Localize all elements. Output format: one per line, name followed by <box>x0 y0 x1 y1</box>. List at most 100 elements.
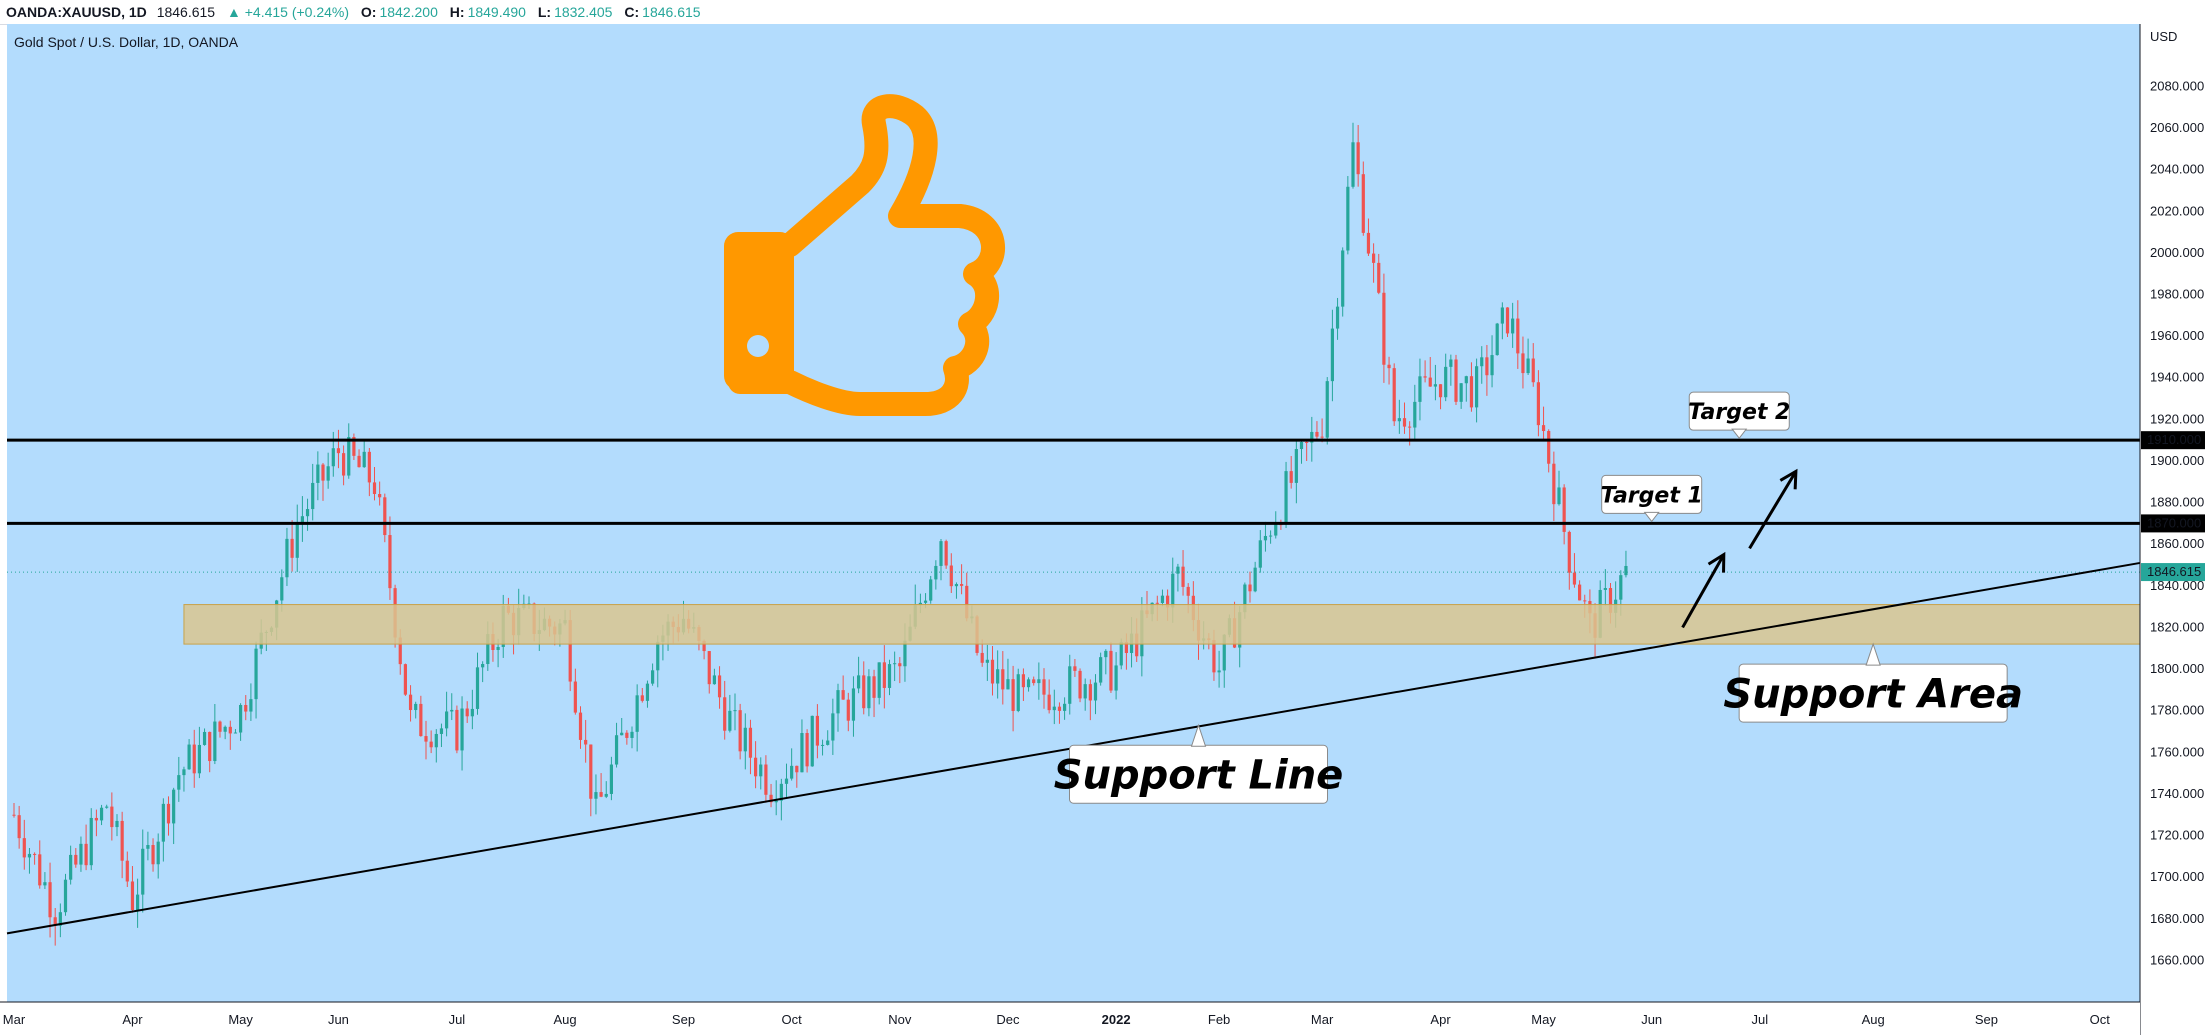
candle-body <box>738 710 742 752</box>
price-tick-label: 1720.000 <box>2150 828 2204 843</box>
candle-body <box>1608 588 1613 613</box>
time-tick-label: Nov <box>888 1012 912 1027</box>
candle-body <box>22 838 26 858</box>
candle-body <box>1114 665 1118 691</box>
candle-body <box>635 695 639 732</box>
candle-body <box>470 708 474 717</box>
low-label: L: <box>537 4 552 20</box>
time-tick-label: Jun <box>1641 1012 1662 1027</box>
chart-background <box>7 24 2140 1002</box>
candle-body <box>99 807 104 821</box>
price-tick-label: 1980.000 <box>2150 287 2204 302</box>
candle-body <box>1119 642 1123 666</box>
candle-body <box>69 854 73 880</box>
candle-body <box>342 453 346 476</box>
candle-body <box>599 792 603 797</box>
last-price: 1846.615 <box>156 4 216 20</box>
candle-body <box>1021 674 1025 688</box>
time-tick-label: May <box>1531 1012 1556 1027</box>
candle-body <box>1258 540 1262 568</box>
candle-body <box>1392 368 1396 422</box>
candle-body <box>759 764 763 777</box>
callout-pointer <box>1190 723 1207 747</box>
candle-body <box>645 683 650 701</box>
candle-body <box>362 451 366 468</box>
candle-body <box>1495 323 1499 356</box>
candle-body <box>996 669 1000 684</box>
time-tick-label: Dec <box>996 1012 1020 1027</box>
candle-body <box>1320 436 1324 438</box>
candle-body <box>1557 487 1561 505</box>
candle-body <box>1459 383 1463 402</box>
candle-body <box>1505 307 1510 334</box>
candle-body <box>79 843 83 865</box>
candle-body <box>1377 262 1381 293</box>
candle-body <box>290 538 294 558</box>
candle-body <box>1438 384 1443 398</box>
candle-body <box>89 817 93 866</box>
candle-body <box>208 731 212 762</box>
candle-body <box>120 820 124 861</box>
time-tick-label: 2022 <box>1102 1012 1131 1027</box>
candle-body <box>1325 381 1329 438</box>
candle-body <box>1361 174 1365 233</box>
target-arrows <box>1681 468 1798 629</box>
candle-body <box>27 853 32 858</box>
candle-body <box>166 803 171 824</box>
candle-body <box>43 882 47 886</box>
candle-body <box>1449 359 1453 367</box>
price-tick-label: 1840.000 <box>2150 578 2204 593</box>
candle-body <box>218 721 222 732</box>
candle-body <box>141 848 145 895</box>
candle-body <box>460 708 464 751</box>
annotations: Target 2 Target 1 Support Area Support Line <box>1054 391 2023 804</box>
candle-body <box>1567 531 1571 573</box>
candle-body <box>1047 694 1051 711</box>
price-tick-label: 1700.000 <box>2150 869 2204 884</box>
candle-body <box>1413 401 1417 428</box>
candle-body <box>862 675 866 709</box>
price-tick-label: 1960.000 <box>2150 328 2204 343</box>
candle-body <box>1330 328 1334 382</box>
time-axis-area[interactable] <box>0 1002 2140 1035</box>
candle-body <box>414 703 418 711</box>
candle-body <box>651 670 655 684</box>
candle-body <box>63 879 68 913</box>
candle-body <box>1464 376 1468 384</box>
candle-body <box>434 733 438 748</box>
price-chart[interactable]: Target 2 Target 1 Support Area Support Line… <box>0 24 2212 1035</box>
candle-body <box>1397 418 1401 422</box>
candle-body <box>1402 418 1407 427</box>
candle-body <box>1011 679 1015 711</box>
candle-body <box>125 860 129 882</box>
price-axis: USD 1660.000 1680.000 1700.000 1720.000 1740.… <box>2141 29 2205 967</box>
candle-body <box>1001 669 1005 690</box>
candle-body <box>918 602 922 606</box>
candle-body <box>1387 364 1391 369</box>
callout: Support Line <box>1054 723 1343 804</box>
price-tick-label: 2060.000 <box>2150 120 2204 135</box>
price-tick-label: 1860.000 <box>2150 536 2204 551</box>
low-value: 1832.405 <box>554 4 613 20</box>
candle-body <box>115 820 119 828</box>
callout: Support Area <box>1723 642 2023 723</box>
candle-body <box>1186 586 1190 596</box>
symbol-name[interactable]: OANDA:XAUUSD, 1D <box>6 4 147 20</box>
candle-body <box>1006 679 1010 690</box>
candle-body <box>965 585 969 619</box>
candle-body <box>1171 573 1175 608</box>
candle-body <box>1562 487 1566 532</box>
candle-body <box>213 721 217 762</box>
open-value: 1842.200 <box>379 4 438 20</box>
candle-body <box>857 675 861 689</box>
price-tick-label: 2080.000 <box>2150 78 2204 93</box>
candle-body <box>58 912 62 926</box>
candle-body <box>656 641 660 671</box>
candle-body <box>347 437 351 476</box>
arrow-head <box>1707 551 1726 573</box>
candle-body <box>877 662 881 698</box>
candle-body <box>1310 431 1314 443</box>
candle-body <box>568 620 572 682</box>
candle-body <box>1299 441 1304 450</box>
candle-body <box>1037 679 1041 684</box>
